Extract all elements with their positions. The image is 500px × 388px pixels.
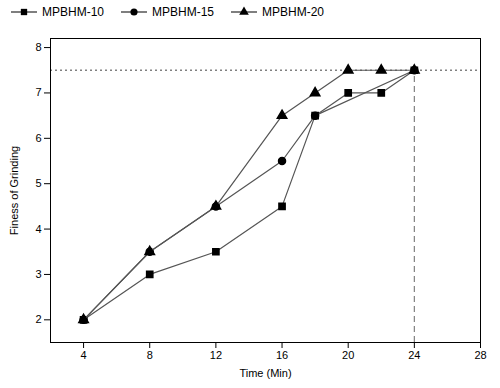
svg-text:24: 24	[408, 349, 420, 361]
svg-text:Time (Min): Time (Min)	[239, 367, 291, 379]
svg-text:28: 28	[474, 349, 486, 361]
svg-text:20: 20	[342, 349, 354, 361]
svg-text:5: 5	[35, 177, 41, 189]
svg-text:8: 8	[147, 349, 153, 361]
svg-text:6: 6	[35, 132, 41, 144]
html-text:MPBHM-10: MPBHM-10	[42, 5, 104, 19]
svg-text:3: 3	[35, 268, 41, 280]
svg-text:12: 12	[210, 349, 222, 361]
svg-text:4: 4	[81, 349, 87, 361]
html-text:MPBHM-20: MPBHM-20	[262, 5, 324, 19]
svg-text:2: 2	[35, 313, 41, 325]
svg-text:7: 7	[35, 86, 41, 98]
svg-text:4: 4	[35, 223, 41, 235]
svg-text:16: 16	[276, 349, 288, 361]
svg-text:8: 8	[35, 41, 41, 53]
html-text:MPBHM-15: MPBHM-15	[152, 5, 214, 19]
svg-text:Finess of Grinding: Finess of Grinding	[8, 146, 20, 235]
